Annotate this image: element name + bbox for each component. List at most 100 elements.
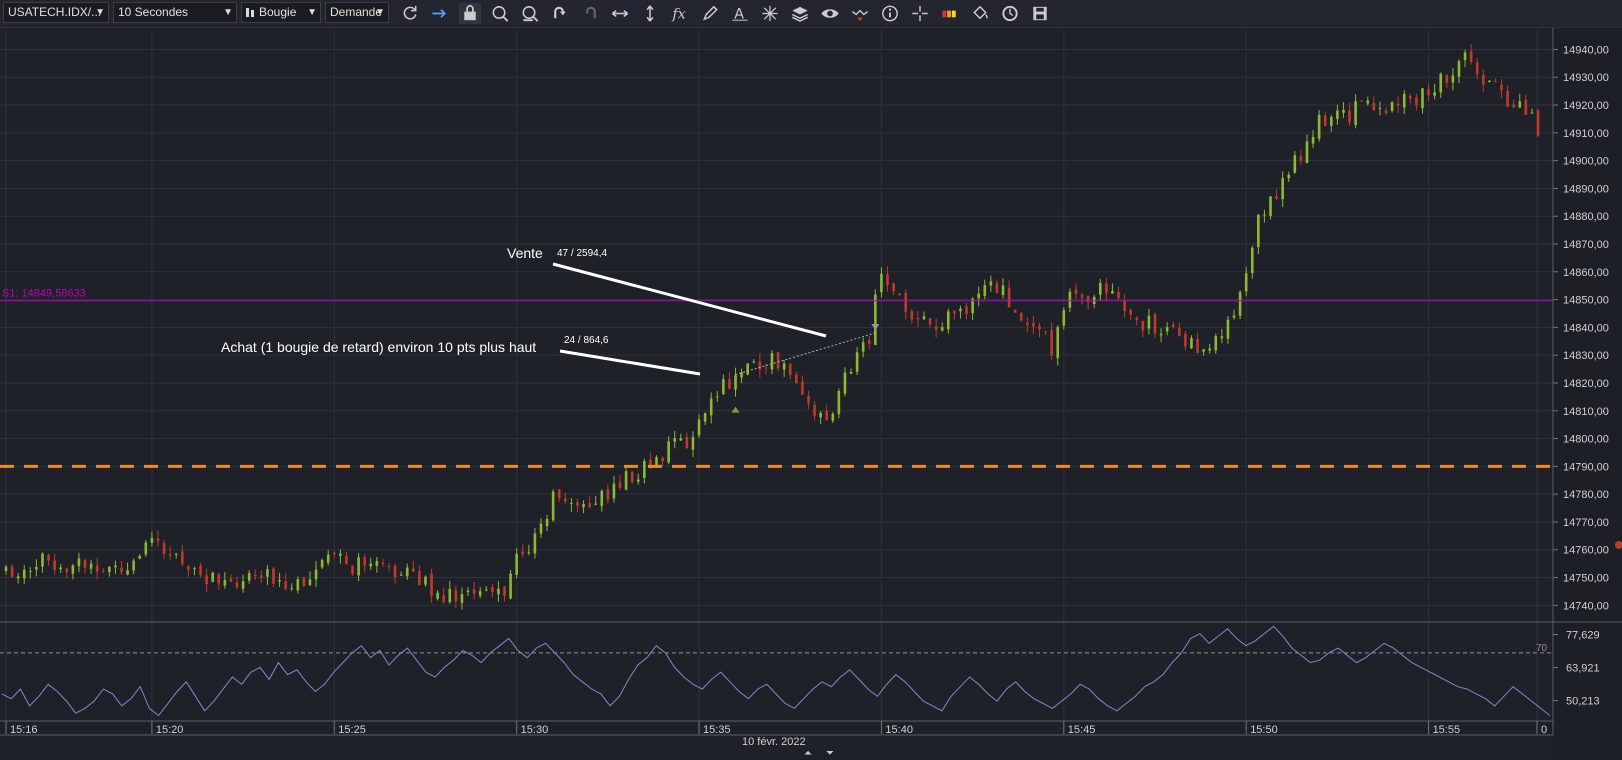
candle-body bbox=[424, 576, 427, 585]
offer-side-select[interactable]: Demande ▼ bbox=[325, 2, 389, 23]
y-tick-label: 14820,00 bbox=[1563, 378, 1609, 390]
candle-body bbox=[685, 437, 689, 449]
candle-body bbox=[1184, 333, 1187, 347]
candle-body bbox=[570, 503, 573, 505]
date-label: 10 févr. 2022 bbox=[742, 736, 806, 748]
candle-body bbox=[405, 567, 409, 577]
zoom-in-icon[interactable] bbox=[489, 3, 511, 24]
candle-body bbox=[332, 552, 336, 555]
chart-style-select[interactable]: Bougie ▼ bbox=[241, 2, 321, 23]
candle-body bbox=[910, 311, 914, 320]
lock-icon[interactable] bbox=[459, 3, 481, 24]
y-tick-label: 14750,00 bbox=[1563, 573, 1609, 585]
candle-body bbox=[393, 565, 397, 578]
candle-body bbox=[898, 293, 901, 295]
y-tick-label: 14740,00 bbox=[1563, 600, 1609, 612]
candle-body bbox=[837, 391, 841, 415]
candle-body bbox=[1336, 110, 1339, 119]
candle-body bbox=[989, 281, 993, 286]
candle-body bbox=[1080, 294, 1084, 298]
collapse-down-icon[interactable]: ⏷ bbox=[826, 748, 834, 759]
candle-body bbox=[612, 483, 616, 499]
candle-body bbox=[1457, 61, 1461, 77]
candle-body bbox=[1293, 155, 1297, 173]
collapse-up-icon[interactable]: ⏶ bbox=[804, 748, 812, 759]
candle-body bbox=[1044, 331, 1047, 333]
candle-body bbox=[345, 555, 348, 565]
candle-body bbox=[1244, 273, 1248, 292]
save-icon[interactable] bbox=[1029, 3, 1051, 24]
candle-body bbox=[1311, 136, 1315, 144]
candle-body bbox=[983, 285, 987, 297]
candle-body bbox=[10, 566, 14, 577]
undo-icon[interactable] bbox=[549, 3, 571, 24]
candle-body bbox=[606, 489, 610, 500]
candle-body bbox=[788, 363, 792, 376]
candle-body bbox=[971, 298, 974, 314]
candle-body bbox=[478, 591, 482, 596]
candle-body bbox=[1317, 114, 1321, 139]
candle-body bbox=[1469, 50, 1473, 63]
candle-body bbox=[266, 569, 269, 577]
candle-body bbox=[1013, 310, 1017, 313]
candle-body bbox=[965, 306, 968, 314]
candle-body bbox=[1086, 295, 1090, 303]
layers-icon[interactable] bbox=[789, 3, 811, 24]
candle-body bbox=[1378, 108, 1382, 110]
chart-style-value: Bougie bbox=[259, 5, 297, 19]
candle-body bbox=[515, 553, 518, 575]
candle-body bbox=[807, 395, 810, 404]
info-icon[interactable] bbox=[879, 3, 901, 24]
vertical-resize-icon[interactable] bbox=[639, 3, 661, 24]
horizontal-resize-icon[interactable] bbox=[609, 3, 631, 24]
candle-body bbox=[1360, 100, 1363, 102]
zoom-out-icon[interactable] bbox=[519, 3, 541, 24]
signals-icon[interactable] bbox=[849, 3, 871, 24]
crosshair-icon[interactable] bbox=[909, 3, 931, 24]
candle-body bbox=[454, 590, 458, 602]
candle-body bbox=[722, 379, 725, 395]
redo-icon[interactable] bbox=[579, 3, 601, 24]
eye-icon[interactable] bbox=[819, 3, 841, 24]
buy-annotation-label: Achat (1 bougie de retard) environ 10 pt… bbox=[221, 339, 536, 355]
candle-body bbox=[551, 491, 555, 521]
sell-annotation-label: Vente bbox=[507, 245, 543, 261]
instrument-select[interactable]: USATECH.IDX/... ▼ bbox=[3, 2, 109, 23]
time-tick-label: 0 bbox=[1541, 724, 1547, 736]
candle-body bbox=[162, 543, 166, 554]
candle-body bbox=[1007, 287, 1011, 308]
color-bar-icon[interactable] bbox=[939, 3, 961, 24]
history-icon[interactable] bbox=[999, 3, 1021, 24]
paint-bucket-icon[interactable] bbox=[969, 3, 991, 24]
period-select[interactable]: 10 Secondes ▼ bbox=[113, 2, 237, 23]
y-tick-label: 14770,00 bbox=[1563, 517, 1609, 529]
candle-body bbox=[1518, 101, 1522, 108]
candle-body bbox=[770, 353, 774, 370]
candle-body bbox=[776, 351, 780, 369]
y-tick-label: 14810,00 bbox=[1563, 406, 1609, 418]
candle-body bbox=[995, 283, 999, 293]
candle-body bbox=[1287, 174, 1291, 179]
y-tick-label: 14910,00 bbox=[1563, 128, 1609, 140]
text-tool-icon[interactable]: A bbox=[729, 3, 751, 24]
time-tick-label: 15:50 bbox=[1250, 724, 1278, 736]
refresh-icon[interactable] bbox=[399, 3, 421, 24]
candle-body bbox=[709, 398, 713, 416]
shift-right-icon[interactable] bbox=[429, 3, 451, 24]
candle-body bbox=[1159, 333, 1163, 336]
candle-body bbox=[1427, 88, 1430, 96]
candle-body bbox=[223, 580, 227, 586]
candle-body bbox=[1421, 88, 1424, 109]
pattern-icon[interactable] bbox=[759, 3, 781, 24]
instrument-value: USATECH.IDX/... bbox=[8, 5, 102, 19]
candle-body bbox=[126, 570, 129, 575]
candle-body bbox=[1481, 74, 1485, 85]
fx-indicator-icon[interactable]: fx bbox=[669, 3, 691, 24]
candle-body bbox=[977, 293, 980, 299]
candle-body bbox=[1372, 102, 1376, 111]
y-tick-label: 14900,00 bbox=[1563, 156, 1609, 168]
candle-body bbox=[35, 566, 38, 570]
pencil-icon[interactable] bbox=[699, 3, 721, 24]
candle-body bbox=[564, 498, 567, 502]
